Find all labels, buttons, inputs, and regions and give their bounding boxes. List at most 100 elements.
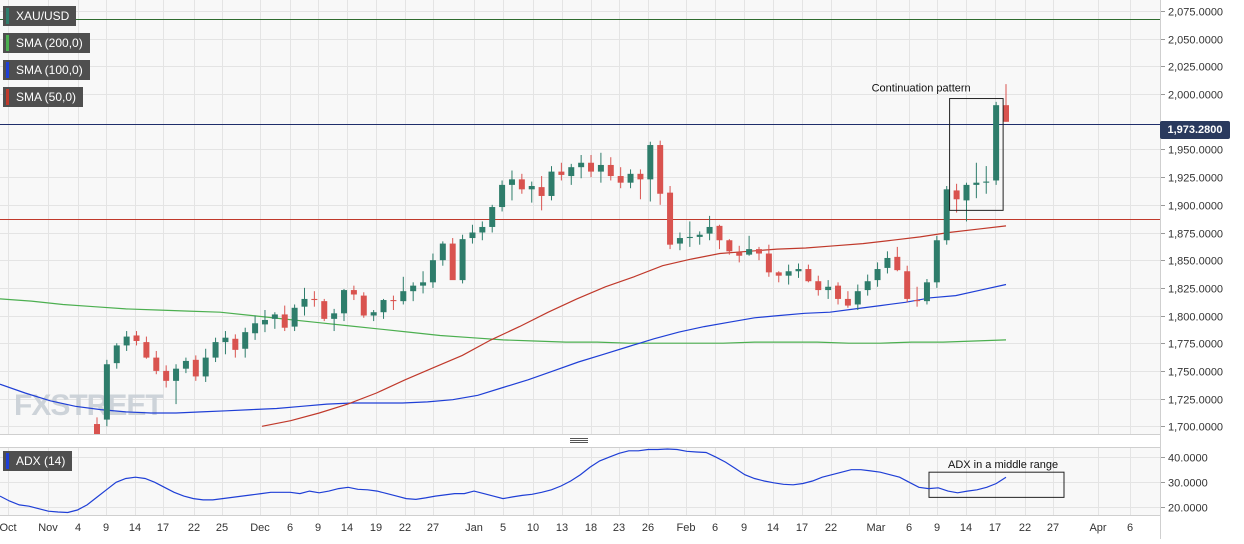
y-tick-label: 2,000.0000 — [1168, 90, 1223, 102]
x-tick-label: 6 — [287, 522, 293, 534]
candle-body — [597, 164, 604, 172]
grip-lines-icon[interactable] — [568, 436, 590, 445]
legend-sma200[interactable]: SMA (200,0) — [3, 33, 90, 53]
candle-body — [518, 179, 525, 190]
candle-body — [103, 364, 110, 420]
sma100-line — [0, 283, 1007, 414]
candle-body — [143, 342, 150, 358]
legend-xauusd[interactable]: XAU/USD — [3, 6, 77, 26]
legend-label: XAU/USD — [16, 9, 70, 23]
candle-body — [242, 332, 249, 349]
y-tick-label: 1,750.0000 — [1168, 367, 1223, 379]
candle-body — [489, 207, 496, 227]
candle-body — [805, 269, 812, 282]
x-tick-label: 6 — [1127, 522, 1133, 534]
y-tick-label: 1,700.0000 — [1168, 422, 1223, 434]
candle-body — [212, 342, 219, 358]
candle-body — [1003, 105, 1009, 122]
candle-body — [815, 281, 822, 291]
candle-body — [281, 314, 288, 328]
x-tick-label: 9 — [741, 522, 747, 534]
y-tick-label: 1,800.0000 — [1168, 312, 1223, 324]
x-tick-label: 17 — [796, 522, 808, 534]
x-tick-label: 9 — [103, 522, 109, 534]
candle-body — [341, 290, 348, 314]
candle-body — [321, 301, 328, 319]
adx-range-box — [928, 471, 1065, 498]
x-tick-label: 23 — [613, 522, 625, 534]
candle-body — [291, 307, 298, 327]
x-tick-label: Feb — [677, 522, 696, 534]
y-tick-label: 1,825.0000 — [1168, 284, 1223, 296]
candle-body — [973, 182, 980, 185]
candle-body — [904, 271, 911, 299]
x-tick-label: 25 — [216, 522, 228, 534]
x-tick-label: 14 — [129, 522, 141, 534]
candle-body — [538, 187, 545, 196]
candle-body — [854, 291, 861, 305]
legend-label: SMA (200,0) — [16, 36, 83, 50]
x-tick-label: Apr — [1089, 522, 1106, 534]
y-tick-label: 1,900.0000 — [1168, 201, 1223, 213]
x-tick-label: 6 — [906, 522, 912, 534]
candle-body — [953, 190, 960, 200]
y-tick-label: 1,775.0000 — [1168, 339, 1223, 351]
candle-body — [568, 167, 575, 177]
series-swatch — [6, 453, 9, 469]
x-tick-label: 26 — [642, 522, 654, 534]
series-swatch — [6, 89, 9, 105]
x-tick-label: Mar — [867, 522, 886, 534]
y-tick-label: 1,725.0000 — [1168, 395, 1223, 407]
x-tick-label: 22 — [1019, 522, 1031, 534]
legend-adx[interactable]: ADX (14) — [3, 451, 73, 471]
candle-body — [864, 281, 871, 291]
x-tick-label: 9 — [934, 522, 940, 534]
candle-body — [825, 286, 832, 291]
x-tick-label: Jan — [465, 522, 483, 534]
x-tick-label: 4 — [75, 522, 81, 534]
candle-body — [914, 300, 921, 302]
series-swatch — [6, 35, 9, 51]
candle-body — [360, 295, 367, 316]
candle-body — [202, 357, 209, 377]
candle-body — [469, 232, 476, 239]
x-tick-label: Nov — [38, 522, 58, 534]
x-tick-label: 14 — [341, 522, 353, 534]
candle-body — [835, 285, 842, 299]
legend-sma100[interactable]: SMA (100,0) — [3, 60, 90, 80]
candle-body — [607, 164, 614, 177]
candle-body — [499, 184, 506, 208]
adx-line — [0, 448, 1007, 514]
candle-body — [113, 345, 120, 364]
candle-body — [479, 226, 486, 233]
candle-body — [588, 162, 595, 172]
legend-label: SMA (50,0) — [16, 90, 77, 104]
candle-body — [617, 176, 624, 183]
candle-body — [439, 243, 446, 261]
y-tick-label: 2,050.0000 — [1168, 35, 1223, 47]
legend-sma50[interactable]: SMA (50,0) — [3, 87, 84, 107]
candle-body — [746, 249, 753, 255]
candle-body — [696, 234, 703, 237]
candle-body — [676, 238, 683, 244]
candle-body — [874, 269, 881, 281]
candle-body — [844, 298, 851, 306]
x-tick-label: 27 — [1047, 522, 1059, 534]
y-tick-label: 1,875.0000 — [1168, 229, 1223, 241]
candle-body — [558, 171, 565, 175]
candle-body — [667, 192, 674, 245]
candle-body — [993, 105, 1000, 181]
candle-body — [261, 319, 268, 325]
x-tick-label: 14 — [767, 522, 779, 534]
x-tick-label: 17 — [989, 522, 1001, 534]
candle-body — [222, 337, 229, 343]
x-tick-label: 10 — [527, 522, 539, 534]
candle-body — [331, 313, 338, 319]
candle-body — [657, 145, 664, 194]
watermark: FXSTREET — [14, 389, 163, 422]
candle-body — [232, 338, 239, 350]
candle-body — [420, 282, 427, 286]
x-tick-label: 5 — [500, 522, 506, 534]
candle-body — [301, 298, 308, 307]
